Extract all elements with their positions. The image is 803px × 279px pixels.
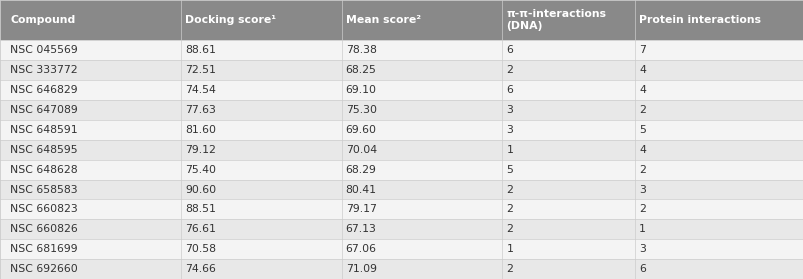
Text: 2: 2 [506, 65, 513, 75]
Text: 3: 3 [506, 105, 513, 115]
Text: Mean score²: Mean score² [345, 15, 420, 25]
Bar [0, 199, 803, 219]
Text: 2: 2 [506, 224, 513, 234]
Bar [0, 80, 803, 100]
Text: 4: 4 [638, 145, 646, 155]
Text: 5: 5 [638, 125, 646, 135]
Text: 90.60: 90.60 [185, 184, 216, 194]
Bar [0, 60, 803, 80]
Text: 70.58: 70.58 [185, 244, 216, 254]
Text: 5: 5 [506, 165, 513, 175]
Text: 71.09: 71.09 [345, 264, 377, 274]
Bar [0, 239, 803, 259]
Text: 1: 1 [638, 224, 646, 234]
Text: 1: 1 [506, 145, 513, 155]
Text: NSC 333772: NSC 333772 [10, 65, 78, 75]
Text: Protein interactions: Protein interactions [638, 15, 760, 25]
Text: 2: 2 [638, 205, 646, 215]
Text: 2: 2 [638, 165, 646, 175]
Text: 68.25: 68.25 [345, 65, 376, 75]
Text: 75.40: 75.40 [185, 165, 216, 175]
Text: 4: 4 [638, 65, 646, 75]
Text: NSC 648628: NSC 648628 [10, 165, 78, 175]
Text: 69.10: 69.10 [345, 85, 377, 95]
Text: NSC 660823: NSC 660823 [10, 205, 78, 215]
Text: 2: 2 [506, 205, 513, 215]
Text: 79.17: 79.17 [345, 205, 376, 215]
Text: 77.63: 77.63 [185, 105, 215, 115]
Text: 74.66: 74.66 [185, 264, 215, 274]
Bar [0, 100, 803, 120]
Text: 69.60: 69.60 [345, 125, 377, 135]
Text: 68.29: 68.29 [345, 165, 376, 175]
Text: Compound: Compound [10, 15, 75, 25]
Text: 3: 3 [638, 184, 646, 194]
Bar [0, 259, 803, 279]
Bar [0, 140, 803, 160]
Text: 74.54: 74.54 [185, 85, 215, 95]
Text: 75.30: 75.30 [345, 105, 377, 115]
Text: 72.51: 72.51 [185, 65, 215, 75]
Text: 67.13: 67.13 [345, 224, 376, 234]
Text: 6: 6 [506, 45, 513, 56]
Text: 79.12: 79.12 [185, 145, 215, 155]
Text: 2: 2 [506, 184, 513, 194]
Bar [0, 160, 803, 180]
Bar [0, 180, 803, 199]
Text: NSC 658583: NSC 658583 [10, 184, 78, 194]
Text: Docking score¹: Docking score¹ [185, 15, 275, 25]
Text: NSC 648591: NSC 648591 [10, 125, 78, 135]
Text: 3: 3 [638, 244, 646, 254]
Text: 67.06: 67.06 [345, 244, 377, 254]
Text: 88.51: 88.51 [185, 205, 215, 215]
Text: NSC 647089: NSC 647089 [10, 105, 78, 115]
Text: 6: 6 [506, 85, 513, 95]
Bar [0, 0, 803, 40]
Text: 88.61: 88.61 [185, 45, 215, 56]
Text: 2: 2 [638, 105, 646, 115]
Text: 76.61: 76.61 [185, 224, 215, 234]
Text: 2: 2 [506, 264, 513, 274]
Text: NSC 648595: NSC 648595 [10, 145, 78, 155]
Text: NSC 646829: NSC 646829 [10, 85, 78, 95]
Text: NSC 045569: NSC 045569 [10, 45, 78, 56]
Bar [0, 120, 803, 140]
Text: 1: 1 [506, 244, 513, 254]
Text: 7: 7 [638, 45, 646, 56]
Text: NSC 681699: NSC 681699 [10, 244, 78, 254]
Bar [0, 219, 803, 239]
Text: NSC 660826: NSC 660826 [10, 224, 78, 234]
Text: 4: 4 [638, 85, 646, 95]
Text: 78.38: 78.38 [345, 45, 376, 56]
Text: 70.04: 70.04 [345, 145, 377, 155]
Bar [0, 40, 803, 60]
Text: NSC 692660: NSC 692660 [10, 264, 78, 274]
Text: 3: 3 [506, 125, 513, 135]
Text: 6: 6 [638, 264, 646, 274]
Text: π-π-interactions
(DNA): π-π-interactions (DNA) [506, 9, 605, 31]
Text: 81.60: 81.60 [185, 125, 216, 135]
Text: 80.41: 80.41 [345, 184, 377, 194]
